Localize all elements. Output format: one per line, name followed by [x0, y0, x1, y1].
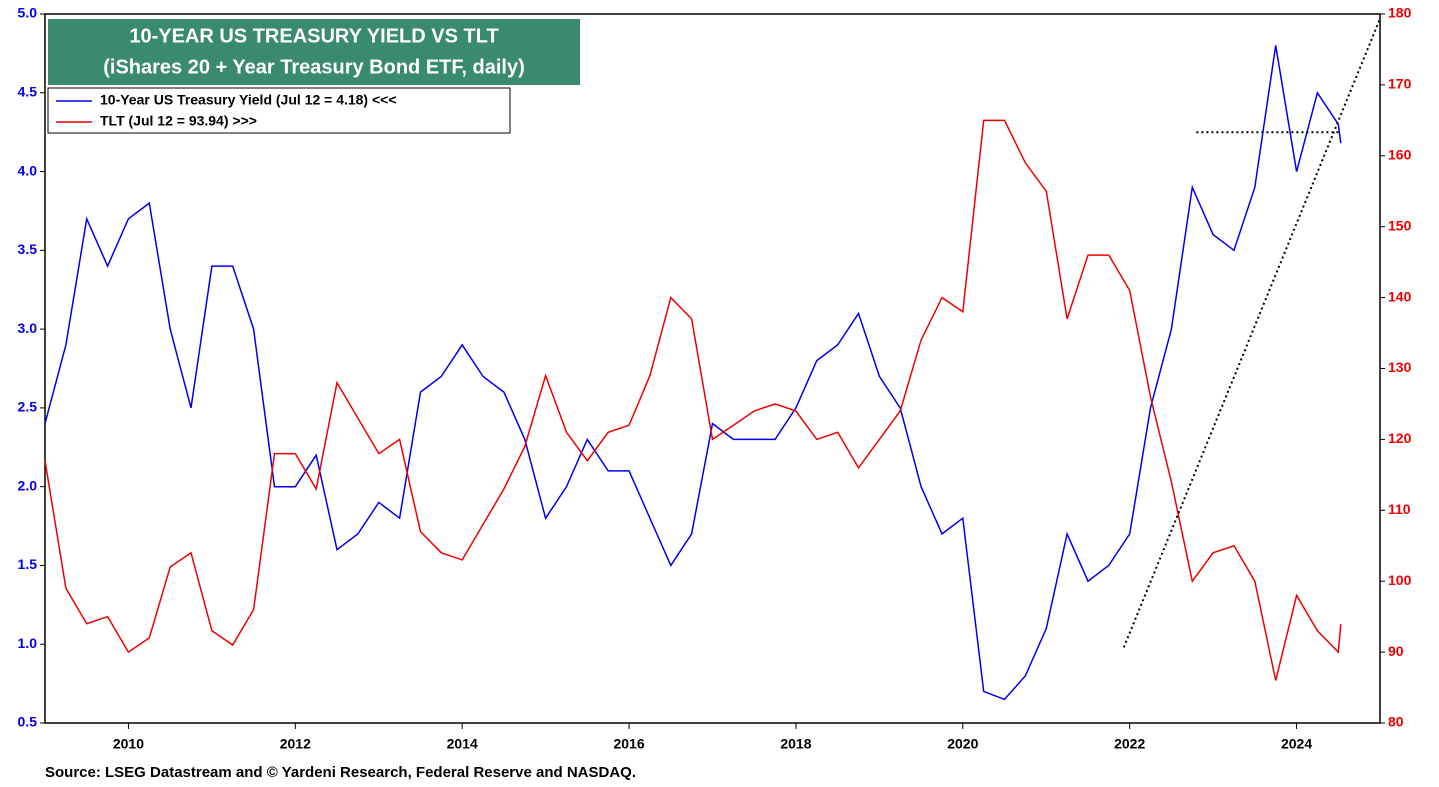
chart-title: 10-YEAR US TREASURY YIELD VS TLT: [129, 25, 498, 47]
series-line: [44, 119, 1342, 681]
y-tick-label: 1.5: [18, 556, 38, 572]
y2-tick-label: 110: [1388, 501, 1411, 517]
series-line: [44, 45, 1342, 701]
y2-tick-label: 160: [1388, 147, 1412, 163]
y2-tick-label: 120: [1388, 430, 1412, 446]
x-tick-label: 2020: [947, 736, 978, 752]
y-tick-label: 3.5: [18, 241, 38, 257]
x-tick-label: 2016: [613, 736, 644, 752]
x-tick-label: 2010: [113, 736, 144, 752]
x-tick-label: 2012: [280, 736, 311, 752]
y-tick-label: 5.0: [18, 5, 38, 21]
source-note: Source: LSEG Datastream and © Yardeni Re…: [45, 764, 636, 781]
legend-label: 10-Year US Treasury Yield (Jul 12 = 4.18…: [100, 92, 397, 108]
chart-subtitle: (iShares 20 + Year Treasury Bond ETF, da…: [103, 56, 524, 78]
x-tick-label: 2018: [780, 736, 811, 752]
y-tick-label: 4.5: [18, 83, 38, 99]
y2-tick-label: 170: [1388, 76, 1412, 92]
y-tick-label: 3.0: [18, 320, 38, 336]
y-tick-label: 4.0: [18, 162, 38, 178]
y2-tick-label: 150: [1388, 217, 1412, 233]
y2-tick-label: 90: [1388, 643, 1404, 659]
y-tick-label: 2.0: [18, 477, 38, 493]
y2-tick-label: 130: [1388, 359, 1412, 375]
y2-tick-label: 80: [1388, 714, 1404, 730]
y2-tick-label: 180: [1388, 5, 1412, 21]
legend-label: TLT (Jul 12 = 93.94) >>>: [100, 113, 257, 129]
title-box: [48, 19, 580, 85]
x-tick-label: 2014: [447, 736, 478, 752]
x-tick-label: 2022: [1114, 736, 1145, 752]
y-tick-label: 2.5: [18, 399, 38, 415]
y2-tick-label: 140: [1388, 288, 1412, 304]
y2-tick-label: 100: [1388, 572, 1412, 588]
x-tick-label: 2024: [1281, 736, 1312, 752]
reference-line: [1122, 18, 1381, 648]
y-tick-label: 0.5: [18, 714, 38, 730]
legend-box: [47, 87, 511, 134]
y-tick-label: 1.0: [18, 635, 38, 651]
